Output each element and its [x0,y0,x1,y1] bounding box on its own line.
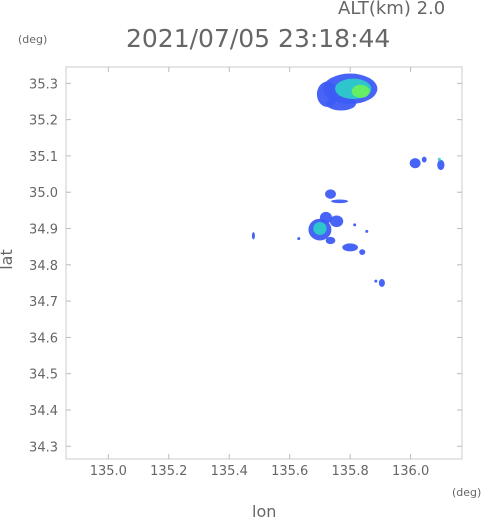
y-tick-label: 34.6 [29,331,58,346]
y-tick-label: 35.1 [29,150,58,165]
echo-cell-speck-west-1 [251,232,255,240]
y-tick-label: 34.7 [29,295,58,310]
echo-cell-north-cell-south-lobe [325,96,357,111]
echo-cell-center-cell-south-tail [325,236,336,245]
x-tick-label: 135.4 [211,464,248,479]
x-ticks: 135.0 135.2 135.4 135.6 135.8 136.0 [90,67,429,479]
y-tick-label: 34.8 [29,259,58,274]
y-tick-label: 34.5 [29,368,58,383]
echo-cell-east-cell-c-mid [437,157,441,162]
echo-cell-speck-west-2 [297,237,301,241]
x-tick-label: 135.8 [332,464,369,479]
echo-cell-center-cell-mid [313,221,327,236]
x-tick-label: 135.0 [90,464,127,479]
echo-cell-east-cell-a [409,158,421,169]
y-tick-label: 35.2 [29,114,58,129]
echo-cell-speck-east-1 [353,223,357,227]
x-tick-label: 135.6 [271,464,308,479]
y-unit-label: (deg) [18,33,48,46]
echo-cell-speck-south-east [378,278,385,287]
echo-cell-center-cell-east [329,215,344,228]
x-tick-label: 136.0 [392,464,429,479]
echo-layer [251,73,445,287]
altitude-label: ALT(km) 2.0 [338,0,446,19]
echo-cell-center-cell-upper [319,211,333,224]
echo-cell-center-cell-streak [331,199,349,204]
echo-cell-speck-east-2 [365,229,369,233]
echo-cell-north-cell-high [351,84,370,98]
x-tick-label: 135.2 [150,464,187,479]
echo-cell-east-cell-c [437,159,445,171]
y-ticks: 34.3 34.4 34.5 34.6 34.7 34.8 34.9 35.0 35.1 35.2… [29,77,462,455]
y-tick-label: 35.0 [29,186,58,201]
echo-cell-east-cell-b [421,156,427,163]
plot-frame [65,66,463,460]
echo-cell-center-cell-north [325,189,336,199]
echo-cell-south-cell-a [342,243,359,252]
timestamp-title: 2021/07/05 23:18:44 [126,24,391,53]
x-unit-label: (deg) [452,486,482,499]
y-tick-label: 34.3 [29,440,58,455]
echo-cell-speck-south-east-2 [374,279,378,283]
y-tick-label: 34.4 [29,404,58,419]
y-tick-label: 34.9 [29,223,58,238]
x-axis-label: lon [252,502,277,521]
echo-cell-south-cell-b [359,249,366,256]
y-tick-label: 35.3 [29,77,58,92]
